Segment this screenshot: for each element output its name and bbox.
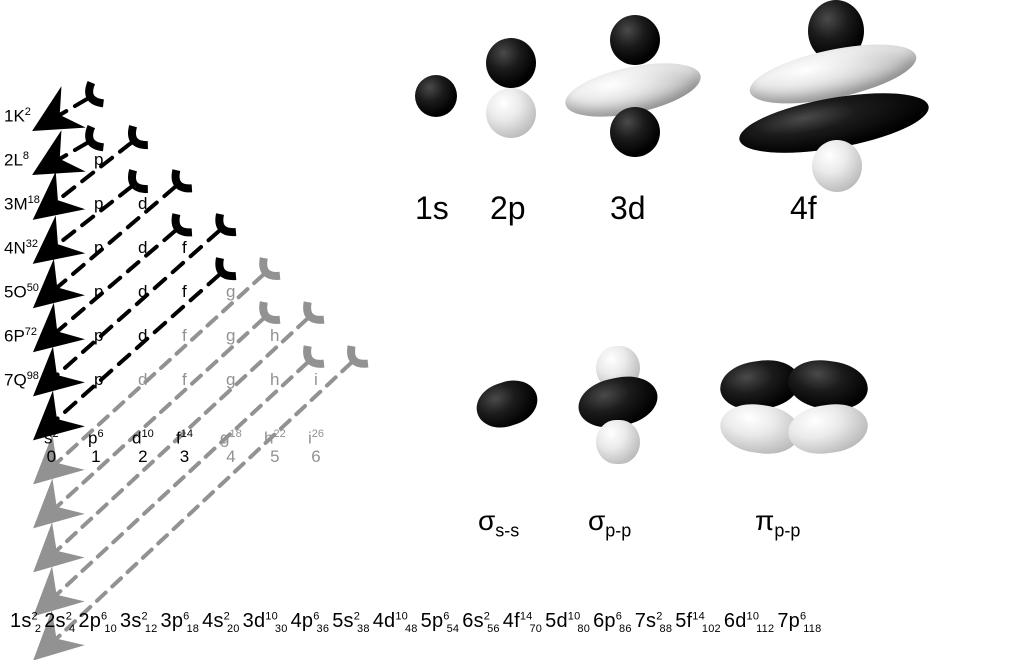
aufbau-arrow-11 <box>39 363 307 611</box>
aufbau-col-s: s20 <box>44 429 59 465</box>
orbital-label-1s: 1s <box>415 190 449 227</box>
shell-label-5O: 5O50 <box>4 282 39 303</box>
orbital-2p <box>470 30 550 160</box>
aufbau-arrow-9 <box>39 319 263 523</box>
aufbau-cell-7f: f <box>182 370 187 390</box>
fillseq-2s: 2s24 <box>44 610 78 632</box>
orbital-3d <box>560 15 710 175</box>
aufbau-col-f: f143 <box>176 429 193 465</box>
aufbau-cell-7i: i <box>314 370 318 390</box>
aufbau-arrow-0 <box>39 99 87 127</box>
fillseq-3s: 3s212 <box>120 610 161 632</box>
orbital-1s <box>405 60 465 120</box>
aufbau-cell-3p: p <box>94 194 103 214</box>
fillseq-4d: 4d1048 <box>373 610 421 632</box>
aufbau-cell-4d: d <box>138 238 147 258</box>
aufbau-cell-5f: f <box>182 282 187 302</box>
aufbau-cell-1s: s <box>50 106 59 126</box>
aufbau-cell-7p: p <box>94 370 103 390</box>
fillseq-6s: 6s256 <box>462 610 503 632</box>
aufbau-cell-3s: s <box>50 194 59 214</box>
aufbau-cell-4s: s <box>50 238 59 258</box>
shell-label-1K: 1K2 <box>4 106 31 127</box>
filling-sequence: 1s222s242p6103s2123p6184s2203d10304p6365… <box>10 610 1014 635</box>
aufbau-col-g: g184 <box>220 429 242 465</box>
aufbau-cell-6p: p <box>94 326 103 346</box>
bond-label-σ-p-p: σp-p <box>588 505 631 542</box>
bond-label-σ-s-s: σs-s <box>478 505 519 542</box>
fillseq-5p: 5p654 <box>421 610 463 632</box>
aufbau-cell-3d: d <box>138 194 147 214</box>
aufbau-cell-6g: g <box>226 326 235 346</box>
fillseq-4p: 4p636 <box>291 610 333 632</box>
orbital-label-4f: 4f <box>790 190 817 227</box>
aufbau-cell-4f: f <box>182 238 187 258</box>
aufbau-cell-5s: s <box>50 282 59 302</box>
shell-label-7Q: 7Q98 <box>4 370 39 391</box>
shell-label-3M: 3M18 <box>4 194 40 215</box>
aufbau-cell-4p: p <box>94 238 103 258</box>
orbital-label-2p: 2p <box>490 190 526 227</box>
aufbau-cell-2s: s <box>50 150 59 170</box>
aufbau-cell-7d: d <box>138 370 147 390</box>
aufbau-col-p: p61 <box>88 429 104 465</box>
aufbau-arrow-6 <box>39 231 219 391</box>
shell-label-6P: 6P72 <box>4 326 37 347</box>
aufbau-cell-5p: p <box>94 282 103 302</box>
fillseq-6d: 6d10112 <box>724 610 777 632</box>
fillseq-4s: 4s220 <box>202 610 243 632</box>
aufbau-cell-6s: s <box>50 326 59 346</box>
aufbau-arrow-7 <box>39 275 219 435</box>
orbital-label-3d: 3d <box>610 190 646 227</box>
aufbau-cell-2p: p <box>94 150 103 170</box>
fillseq-4f: 4f1470 <box>503 610 545 632</box>
diagram-root: 1K2 s 2L8 s p 3M18 s p d 4N32 s p d f 5O50 s p d f g 6P72 s p d… <box>0 0 1024 660</box>
aufbau-arrow-1 <box>39 143 87 171</box>
fillseq-5d: 5d1080 <box>545 610 593 632</box>
orbital-4f <box>730 0 930 200</box>
fillseq-5s: 5s238 <box>332 610 373 632</box>
aufbau-cell-6d: d <box>138 326 147 346</box>
aufbau-cell-5d: d <box>138 282 147 302</box>
fillseq-3p: 3p618 <box>161 610 203 632</box>
aufbau-col-h: h225 <box>264 429 286 465</box>
aufbau-cell-6h: h <box>270 326 279 346</box>
shell-label-2L: 2L8 <box>4 150 29 171</box>
bond-sigma-ss <box>468 370 548 440</box>
fillseq-7p: 7p6118 <box>777 610 824 632</box>
aufbau-cell-7s: s <box>50 370 59 390</box>
aufbau-cell-5g: g <box>226 282 235 302</box>
fillseq-7s: 7s288 <box>635 610 676 632</box>
aufbau-cell-7g: g <box>226 370 235 390</box>
aufbau-cell-6f: f <box>182 326 187 346</box>
fillseq-6p: 6p686 <box>593 610 635 632</box>
fillseq-3d: 3d1030 <box>243 610 291 632</box>
fillseq-2p: 2p610 <box>78 610 120 632</box>
aufbau-col-d: d102 <box>132 429 154 465</box>
aufbau-cell-7h: h <box>270 370 279 390</box>
bond-label-π-p-p: πp-p <box>755 505 800 542</box>
shell-label-4N: 4N32 <box>4 238 38 259</box>
fillseq-5f: 5f14102 <box>675 610 724 632</box>
fillseq-1s: 1s22 <box>10 610 44 632</box>
bond-pi-pp <box>710 355 880 465</box>
bond-sigma-pp <box>560 340 680 470</box>
aufbau-col-i: i266 <box>308 429 324 465</box>
